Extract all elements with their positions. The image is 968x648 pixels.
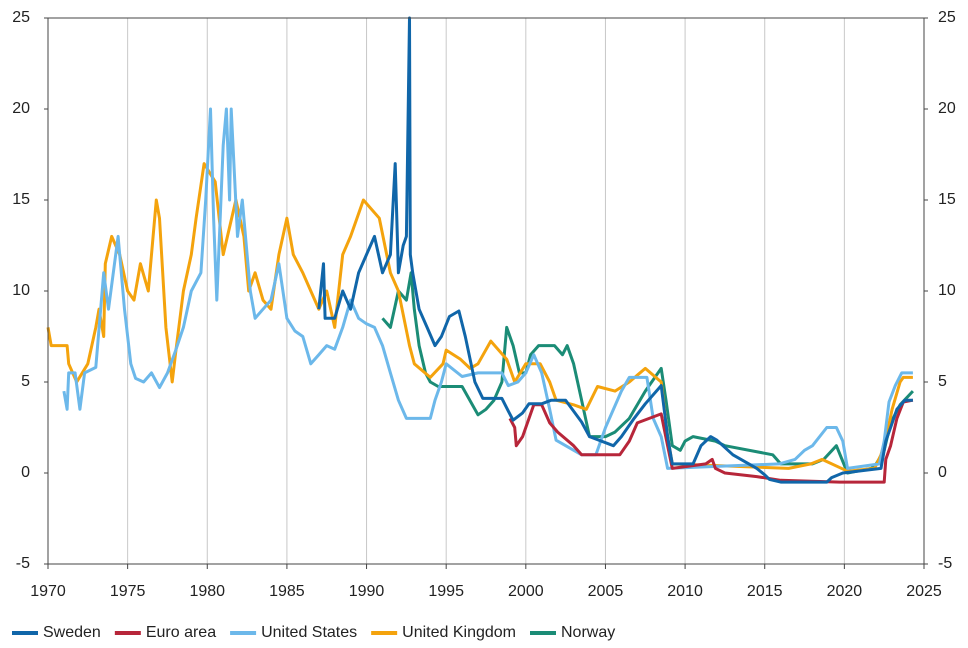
y2-tick-label: -5	[938, 555, 952, 572]
y-tick-label: -5	[16, 555, 30, 572]
legend-label: Norway	[561, 624, 615, 641]
x-tick-label: 2020	[827, 583, 863, 600]
x-tick-label: 1980	[189, 583, 225, 600]
y2-tick-label: 15	[938, 191, 956, 208]
y2-tick-label: 5	[938, 373, 947, 390]
y2-tick-label: 20	[938, 100, 956, 117]
series-line	[508, 398, 914, 484]
series-line	[381, 271, 914, 475]
x-tick-label: 1995	[428, 583, 464, 600]
series-line	[62, 107, 913, 470]
y-tick-label: 25	[12, 9, 30, 26]
series-line	[46, 162, 913, 473]
plot-frame	[47, 17, 925, 565]
legend-label: Sweden	[43, 624, 101, 641]
y-tick-label: 0	[21, 464, 30, 481]
legend-label: Euro area	[146, 624, 216, 641]
legend-label: United States	[261, 624, 357, 641]
series-line	[317, 16, 913, 484]
y-tick-label: 20	[12, 100, 30, 117]
x-tick-label: 2000	[508, 583, 544, 600]
x-tick-label: 2025	[906, 583, 942, 600]
y-tick-label: 15	[12, 191, 30, 208]
y2-tick-label: 25	[938, 9, 956, 26]
y-tick-label: 5	[21, 373, 30, 390]
x-tick-label: 1985	[269, 583, 305, 600]
y-tick-label: 10	[12, 282, 30, 299]
y2-tick-label: 10	[938, 282, 956, 299]
y2-tick-label: 0	[938, 464, 947, 481]
x-tick-label: 1975	[110, 583, 146, 600]
x-tick-label: 1970	[30, 583, 66, 600]
x-tick-label: 2005	[588, 583, 624, 600]
x-tick-label: 1990	[349, 583, 385, 600]
x-tick-label: 2015	[747, 583, 783, 600]
legend-label: United Kingdom	[402, 624, 516, 641]
x-tick-label: 2010	[667, 583, 703, 600]
